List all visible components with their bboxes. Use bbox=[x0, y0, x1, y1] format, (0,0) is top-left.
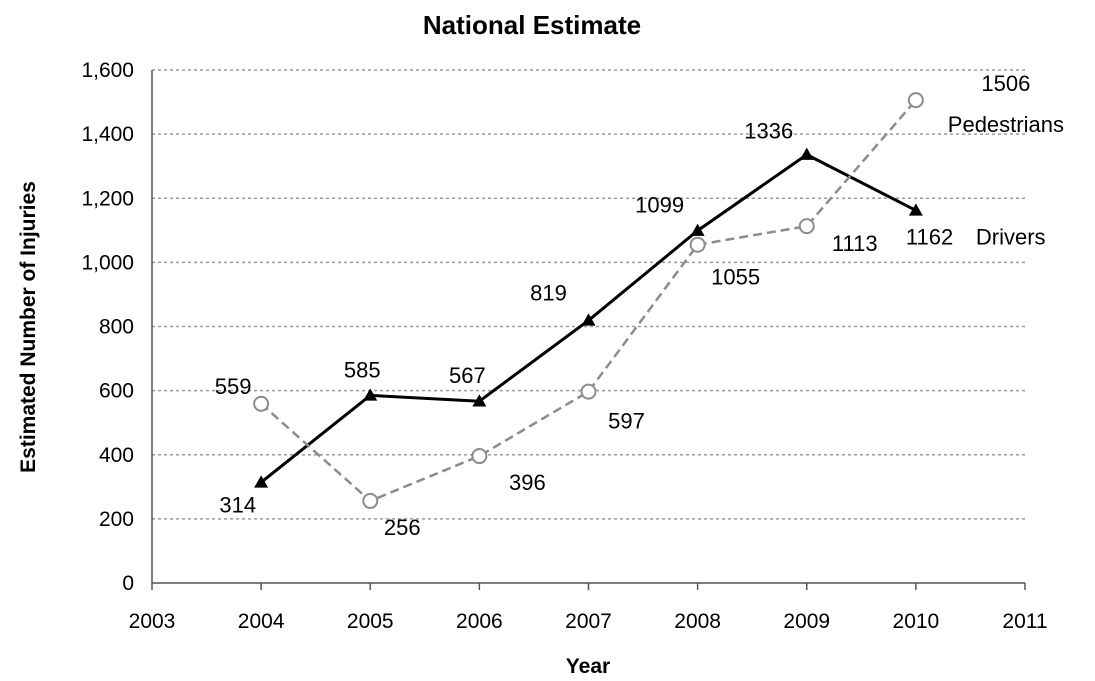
drivers-point bbox=[690, 223, 705, 236]
pedestrians-data-label: 396 bbox=[509, 470, 546, 495]
pedestrians-data-label: 256 bbox=[384, 515, 421, 540]
pedestrians-point bbox=[798, 218, 815, 235]
drivers-point bbox=[908, 203, 923, 216]
pedestrians-point bbox=[253, 395, 270, 412]
series-group bbox=[253, 92, 924, 509]
pedestrians-point bbox=[580, 383, 597, 400]
pedestrians-point bbox=[362, 492, 379, 509]
x-tick-label: 2008 bbox=[674, 610, 721, 633]
drivers-point bbox=[581, 313, 596, 326]
y-tick-label: 1,600 bbox=[81, 59, 134, 82]
y-tick-label: 400 bbox=[99, 444, 134, 467]
y-tick-labels: 0 200 400 600 800 1,000 1,200 1,400 1,600 bbox=[81, 59, 134, 595]
pedestrians-point bbox=[907, 92, 924, 109]
x-axis-title: Year bbox=[566, 655, 610, 678]
gridlines bbox=[152, 69, 1025, 520]
x-tick-label: 2009 bbox=[783, 610, 830, 633]
x-tick-label: 2007 bbox=[565, 610, 612, 633]
x-tick-label: 2004 bbox=[238, 610, 285, 633]
pedestrians-data-label: 1506 bbox=[981, 71, 1030, 96]
pedestrians-point bbox=[689, 236, 706, 253]
y-tick-label: 600 bbox=[99, 380, 134, 403]
y-tick-label: 1,200 bbox=[81, 187, 134, 210]
drivers-data-label: 314 bbox=[219, 492, 256, 517]
drivers-data-label: 1336 bbox=[744, 119, 793, 144]
x-tick-label: 2003 bbox=[129, 610, 176, 633]
x-tick-label: 2006 bbox=[456, 610, 503, 633]
pedestrians-data-label: 597 bbox=[608, 409, 645, 434]
drivers-series-label: Drivers bbox=[976, 224, 1046, 249]
pedestrians-data-label: 1113 bbox=[832, 231, 878, 256]
data-labels: 314 585 567 819 1099 1336 1162 Drivers 559 256 396… bbox=[215, 71, 1064, 540]
y-tick-label: 800 bbox=[99, 316, 134, 339]
drivers-point bbox=[799, 147, 814, 160]
y-tick-label: 1,400 bbox=[81, 123, 134, 146]
pedestrians-data-label: 559 bbox=[215, 374, 252, 399]
drivers-point bbox=[363, 388, 378, 401]
pedestrians-data-label: 1055 bbox=[711, 265, 760, 290]
drivers-data-label: 585 bbox=[344, 357, 381, 382]
y-tick-label: 0 bbox=[122, 572, 134, 595]
x-tick-labels: 2003 2004 2005 2006 2007 2008 2009 2010 2011 bbox=[129, 610, 1048, 633]
x-tick-label: 2011 bbox=[1002, 610, 1047, 633]
drivers-point bbox=[472, 394, 487, 407]
pedestrians-point bbox=[471, 448, 488, 465]
y-axis-title: Estimated Number of Injuries bbox=[17, 181, 40, 473]
drivers-data-label: 1162 bbox=[906, 224, 953, 249]
x-tick-label: 2005 bbox=[347, 610, 394, 633]
chart-title: National Estimate bbox=[423, 10, 641, 40]
y-tick-label: 200 bbox=[99, 508, 134, 531]
y-tick-label: 1,000 bbox=[81, 251, 134, 274]
axes bbox=[151, 70, 1026, 590]
drivers-data-label: 819 bbox=[530, 280, 567, 305]
x-tick-label: 2010 bbox=[893, 610, 940, 633]
drivers-data-label: 567 bbox=[449, 363, 486, 388]
drivers-data-label: 1099 bbox=[635, 193, 684, 218]
drivers-point bbox=[254, 475, 269, 488]
pedestrians-series-label: Pedestrians bbox=[948, 112, 1064, 137]
